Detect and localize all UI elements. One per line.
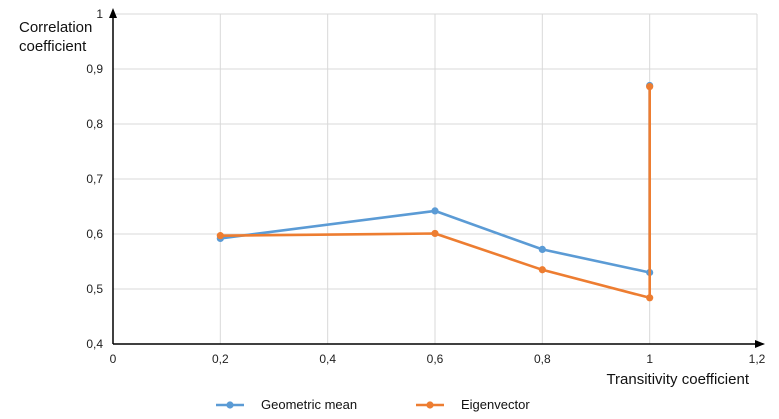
axes	[109, 8, 765, 348]
x-tick-label: 1	[646, 352, 653, 366]
legend-item: Eigenvector	[416, 397, 530, 412]
y-axis-arrow	[109, 8, 117, 18]
legend-label: Geometric mean	[261, 397, 357, 412]
x-tick-label: 0	[110, 352, 117, 366]
series-eigenvector	[216, 83, 654, 302]
data-point	[431, 207, 439, 215]
data-point	[216, 232, 224, 240]
y-tick-label: 0,7	[86, 172, 103, 186]
x-axis-label: Transitivity coefficient	[606, 371, 749, 388]
data-point	[646, 83, 654, 91]
y-tick-label: 1	[96, 7, 103, 21]
series	[216, 81, 654, 302]
data-point	[431, 229, 439, 238]
legend-item: Geometric mean	[216, 397, 357, 412]
x-tick-label: 0,2	[212, 352, 229, 366]
x-tick-label: 0,4	[319, 352, 336, 366]
x-tick-label: 0,6	[427, 352, 444, 366]
y-tick-label: 0,4	[86, 337, 103, 351]
y-axis-label-line1: Correlation	[19, 19, 92, 36]
x-tick-label: 0,8	[534, 352, 551, 366]
y-tick-label: 0,9	[86, 62, 103, 76]
gridlines	[113, 13, 758, 344]
data-point	[538, 245, 546, 253]
y-axis-label-line2: coefficient	[19, 38, 87, 55]
x-tick-label: 1,2	[749, 352, 766, 366]
legend-swatch-marker	[426, 401, 434, 409]
data-point	[646, 294, 654, 302]
x-axis-arrow	[755, 340, 765, 348]
legend-swatch-marker	[226, 401, 234, 409]
tick-labels: 0,4 0,5 0,6 0,7 0,8 0,9 1 0 0,2 0,4 0,6 0,8 1 1,2	[86, 7, 765, 366]
legend: Geometric mean Eigenvector	[216, 397, 530, 412]
data-point	[538, 266, 546, 274]
y-tick-label: 0,6	[86, 227, 103, 241]
legend-label: Eigenvector	[461, 397, 530, 412]
y-tick-label: 0,8	[86, 117, 103, 131]
y-tick-label: 0,5	[86, 282, 103, 296]
